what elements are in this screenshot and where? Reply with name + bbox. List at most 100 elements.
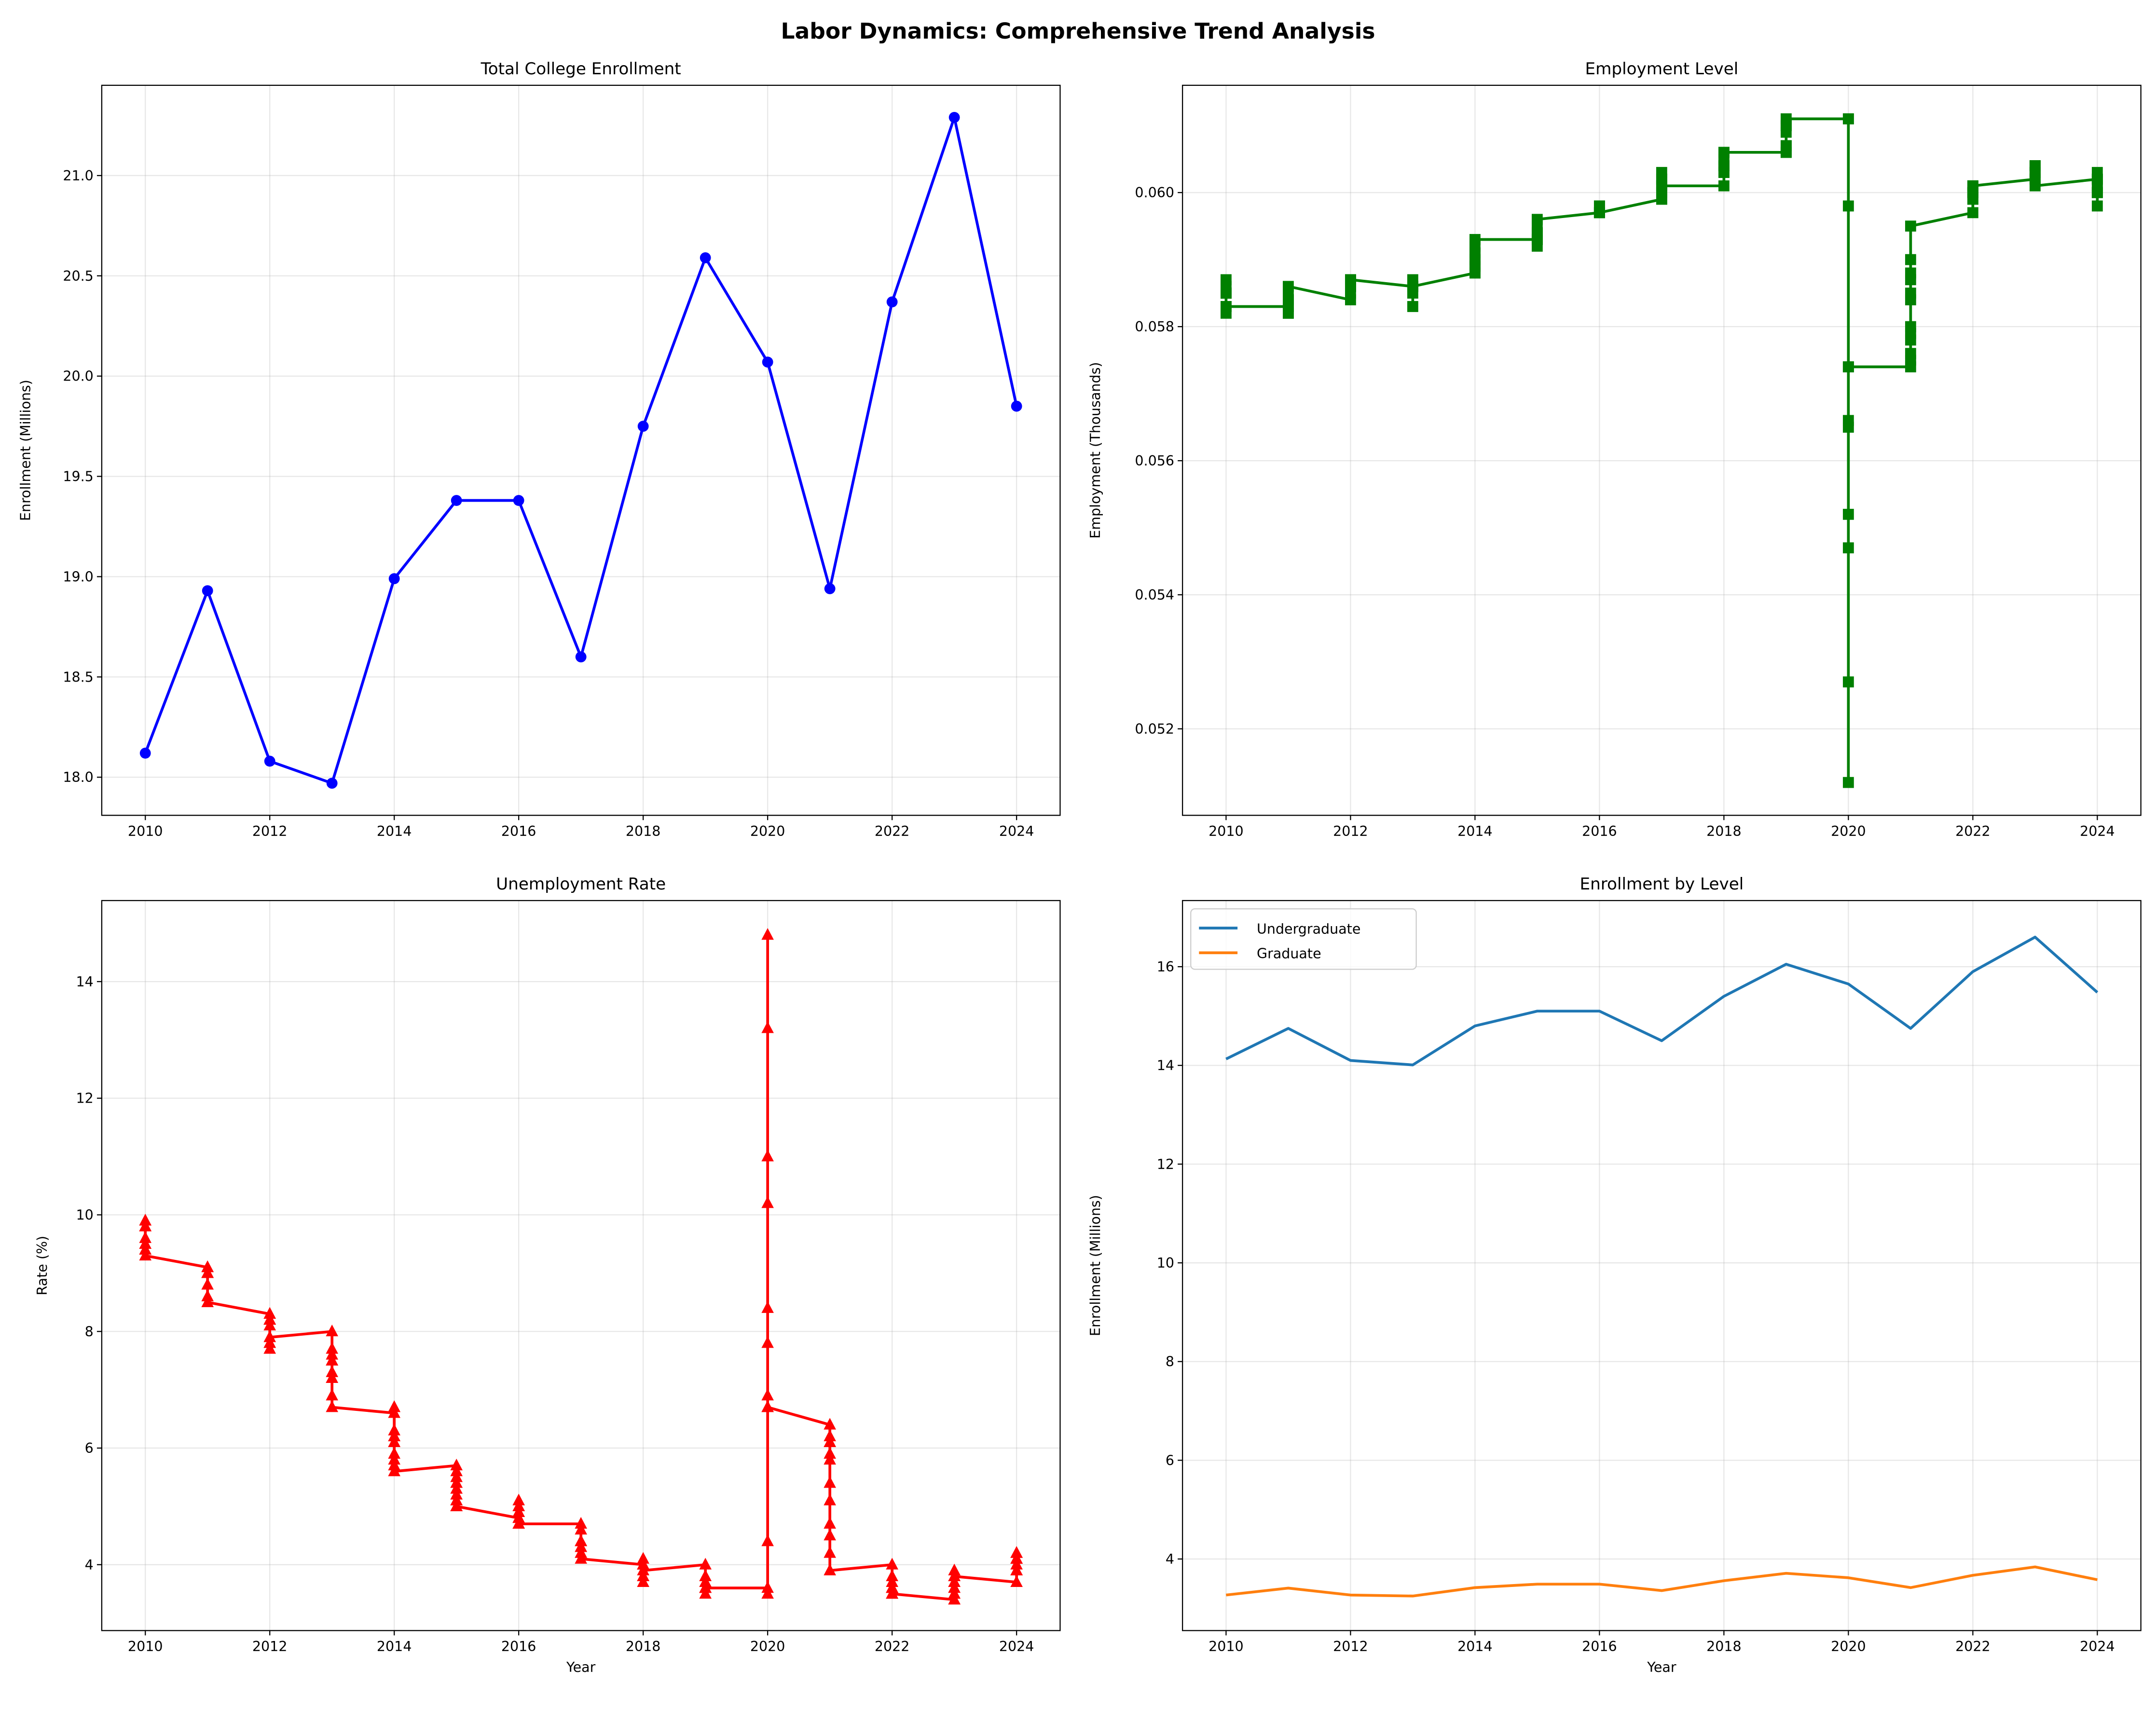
- data-point: [451, 495, 462, 506]
- data-point: [1780, 113, 1792, 124]
- data-point: [1905, 287, 1916, 299]
- data-point: [2091, 187, 2103, 198]
- chart-1: 2010 2012 2014 2016 2018 2020 2022 2024 0.052 0.0…: [1087, 59, 2142, 839]
- data-point: [1345, 287, 1356, 299]
- y-tick-label: 12: [76, 1091, 94, 1107]
- x-tick-label: 2012: [1333, 1639, 1368, 1654]
- data-point: [948, 1569, 961, 1581]
- data-point: [326, 778, 338, 789]
- y-tick-label: 20.0: [63, 369, 93, 384]
- data-point: [201, 1278, 214, 1290]
- data-point: [1407, 281, 1418, 292]
- data-point: [202, 585, 213, 597]
- x-tick-label: 2020: [750, 1639, 785, 1654]
- data-point: [824, 1418, 836, 1430]
- data-point: [326, 1389, 339, 1401]
- y-tick-label: 18.5: [63, 669, 93, 685]
- y-tick-label: 19.5: [63, 469, 93, 485]
- data-point: [1718, 147, 1730, 158]
- x-tick-label: 2024: [999, 1639, 1034, 1654]
- data-point: [1011, 400, 1022, 412]
- data-point: [1221, 287, 1232, 299]
- data-point: [139, 747, 151, 759]
- data-point: [2091, 174, 2103, 185]
- data-point: [2091, 200, 2103, 212]
- x-tick-label: 2022: [875, 823, 910, 839]
- axes-frame: [1181, 84, 2142, 816]
- y-tick-label: 8: [1166, 1354, 1174, 1370]
- data-point: [450, 1499, 463, 1511]
- data-point: [1967, 180, 1978, 191]
- data-point: [699, 1558, 712, 1570]
- data-point: [637, 421, 649, 432]
- data-point: [1905, 267, 1916, 279]
- data-point: [388, 1400, 401, 1412]
- y-tick-label: 6: [1166, 1452, 1174, 1468]
- chart-title: Unemployment Rate: [496, 875, 666, 894]
- x-tick-label: 2010: [128, 823, 163, 839]
- y-tick-label: 10: [1157, 1255, 1174, 1271]
- x-tick-label: 2010: [1208, 1639, 1244, 1654]
- x-tick-label: 2022: [1955, 823, 1991, 839]
- data-point: [1531, 240, 1543, 252]
- data-point: [450, 1464, 463, 1477]
- x-tick-label: 2024: [999, 823, 1034, 839]
- axes-frame: [101, 900, 1061, 1631]
- data-point: [1221, 301, 1232, 312]
- data-point: [761, 1400, 774, 1412]
- data-point: [326, 1354, 339, 1366]
- data-point: [824, 583, 836, 594]
- x-tick-label: 2018: [1706, 1639, 1742, 1654]
- data-point: [1531, 214, 1543, 225]
- data-point: [201, 1266, 214, 1278]
- data-point: [948, 111, 960, 123]
- x-tick-label: 2022: [1955, 1639, 1991, 1654]
- chart-0: 2010 2012 2014 2016 2018 2020 2022 2024 18.0 18.5…: [18, 59, 1061, 839]
- data-point: [326, 1400, 339, 1412]
- data-point: [512, 1517, 525, 1529]
- data-point: [1842, 542, 1854, 554]
- data-point: [886, 296, 898, 308]
- data-point: [1593, 207, 1605, 219]
- data-point: [2029, 160, 2041, 172]
- data-point: [761, 1196, 774, 1208]
- data-point: [1469, 234, 1481, 245]
- y-tick-label: 18.0: [63, 769, 93, 785]
- data-point: [948, 1586, 961, 1599]
- data-point: [1842, 113, 1854, 124]
- y-tick-label: 4: [85, 1557, 94, 1573]
- y-tick-label: 16: [1157, 959, 1174, 975]
- x-tick-label: 2018: [626, 823, 661, 839]
- data-point: [761, 1301, 774, 1313]
- x-tick-label: 2020: [1831, 823, 1866, 839]
- y-axis-label: Rate (%): [34, 1236, 50, 1296]
- chart-3: 2010 2012 2014 2016 2018 2020 2022 2024 4 6 8 10 12 1…: [1087, 875, 2142, 1675]
- data-point: [388, 1452, 401, 1465]
- x-tick-label: 2024: [2080, 823, 2115, 839]
- chart-title: Total College Enrollment: [481, 59, 681, 79]
- data-point: [575, 1552, 588, 1564]
- data-point: [761, 1586, 774, 1599]
- legend: Undergraduate Graduate: [1190, 908, 1417, 970]
- y-tick-label: 0.056: [1135, 453, 1174, 469]
- x-tick-label: 2014: [1457, 1639, 1493, 1654]
- data-point: [761, 928, 774, 940]
- x-tick-label: 2010: [1208, 823, 1244, 839]
- series-line-Graduate: [1226, 1565, 2098, 1598]
- data-point: [264, 755, 275, 767]
- legend-label: Graduate: [1257, 946, 1321, 962]
- x-tick-label: 2012: [1333, 823, 1368, 839]
- data-point: [761, 1149, 774, 1162]
- y-tick-label: 14: [76, 974, 94, 990]
- y-tick-label: 0.052: [1135, 721, 1174, 737]
- data-point: [1283, 281, 1294, 292]
- x-tick-label: 2024: [2080, 1639, 2115, 1654]
- chart-title: Enrollment by Level: [1579, 875, 1744, 894]
- data-point: [2029, 180, 2041, 191]
- x-tick-label: 2018: [626, 1639, 661, 1654]
- data-point: [824, 1546, 836, 1558]
- data-point: [824, 1447, 836, 1459]
- y-tick-label: 12: [1157, 1156, 1174, 1172]
- x-tick-label: 2020: [1831, 1639, 1866, 1654]
- x-axis-label: Year: [1647, 1659, 1676, 1675]
